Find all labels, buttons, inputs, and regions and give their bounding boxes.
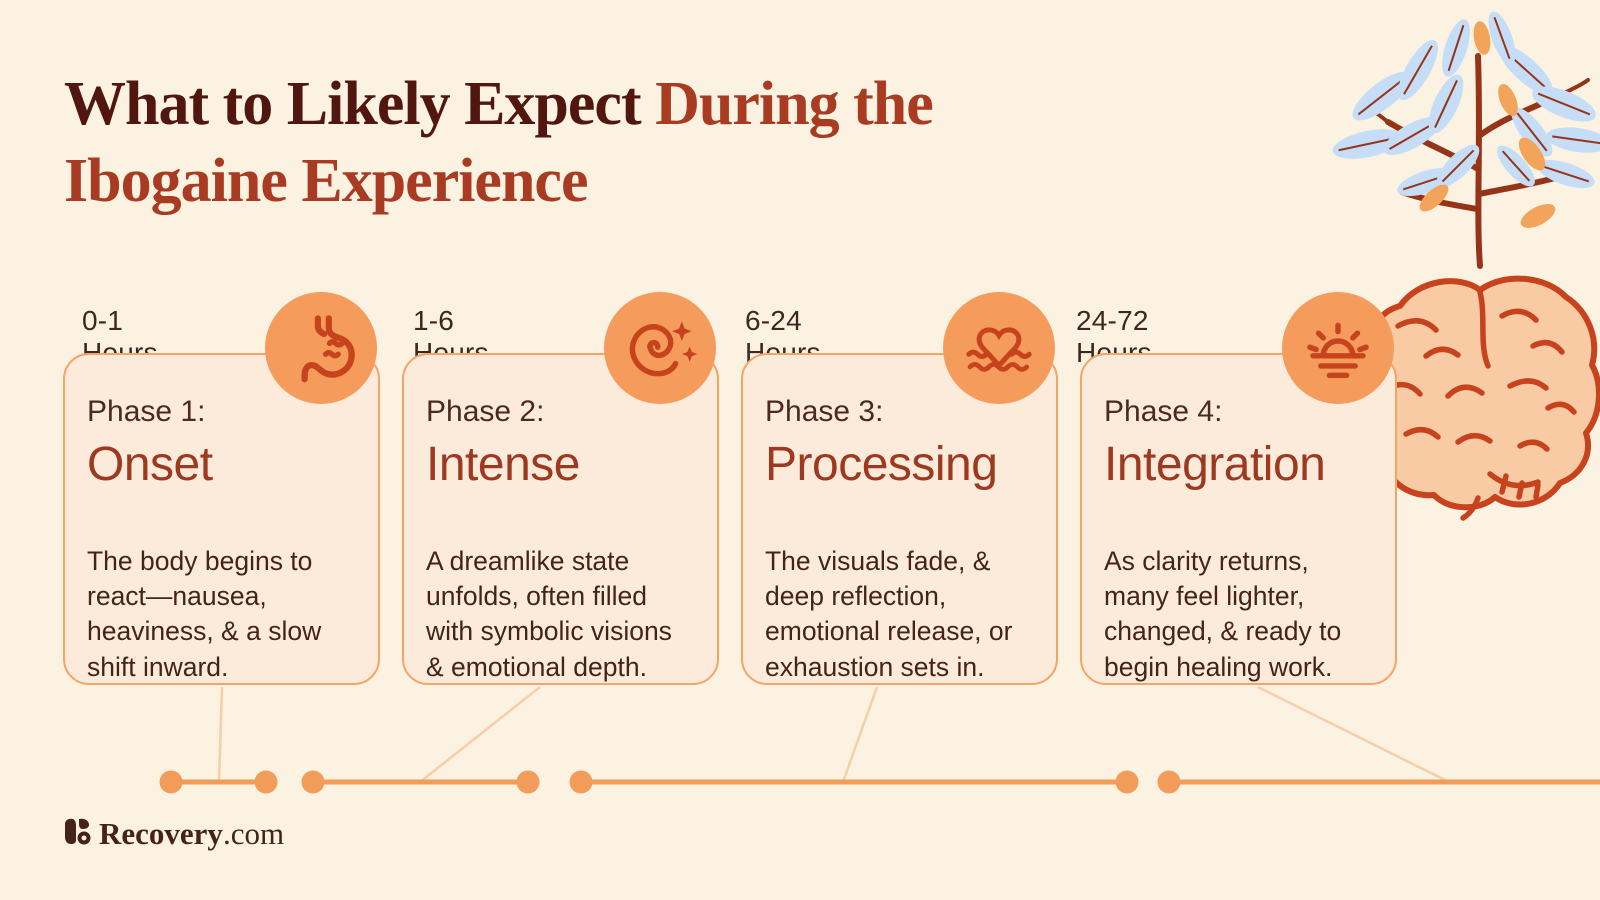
sunrise-icon xyxy=(1282,292,1394,404)
phase-description: The visuals fade, & deep reflection, emo… xyxy=(765,546,1013,682)
title-line-1: What to Likely Expect During the xyxy=(64,66,934,143)
page-title: What to Likely Expect During the Ibogain… xyxy=(64,66,934,220)
timeline-dots xyxy=(159,770,1181,794)
phase-label: Phase 1: xyxy=(87,395,206,428)
card-body: Phase 2: Intense A dreamlike state unfol… xyxy=(402,353,719,685)
recovery-logo-icon xyxy=(65,818,91,845)
heart-waves-icon xyxy=(943,292,1055,404)
brand-recovery: Recovery xyxy=(99,816,223,851)
phase-label: Phase 2: xyxy=(426,395,545,428)
phase-name: Integration xyxy=(1104,438,1326,491)
stomach-icon xyxy=(265,292,377,404)
brand-name: Recovery.com xyxy=(99,816,284,852)
phase-name: Intense xyxy=(426,438,580,491)
phase-description: As clarity returns, many feel lighter, c… xyxy=(1104,546,1342,682)
phase-name: Processing xyxy=(765,438,998,491)
leaves xyxy=(1332,11,1600,196)
brain-plant-illustration xyxy=(1332,11,1600,521)
phase-label: Phase 4: xyxy=(1104,395,1223,428)
title-line-2: Ibogaine Experience xyxy=(64,147,588,215)
card-body: Phase 4: Integration As clarity returns,… xyxy=(1080,353,1397,685)
phase-description: The body begins to react—nausea, heavine… xyxy=(87,546,322,682)
card-body: Phase 3: Processing The visuals fade, & … xyxy=(741,353,1058,685)
phase-name: Onset xyxy=(87,438,213,491)
spiral-sparkles-icon xyxy=(604,292,716,404)
phase-label: Phase 3: xyxy=(765,395,884,428)
seed-pods xyxy=(1419,21,1556,228)
title-red-text: During the xyxy=(655,70,934,138)
card-body: Phase 1: Onset The body begins to react—… xyxy=(63,353,380,685)
phase-description: A dreamlike state unfolds, often filled … xyxy=(426,546,672,682)
brand-dot-com: .com xyxy=(222,816,285,851)
connector-lines xyxy=(217,685,1450,784)
footer-brand: Recovery.com xyxy=(64,816,284,852)
title-dark-text: What to Likely Expect xyxy=(64,70,656,138)
